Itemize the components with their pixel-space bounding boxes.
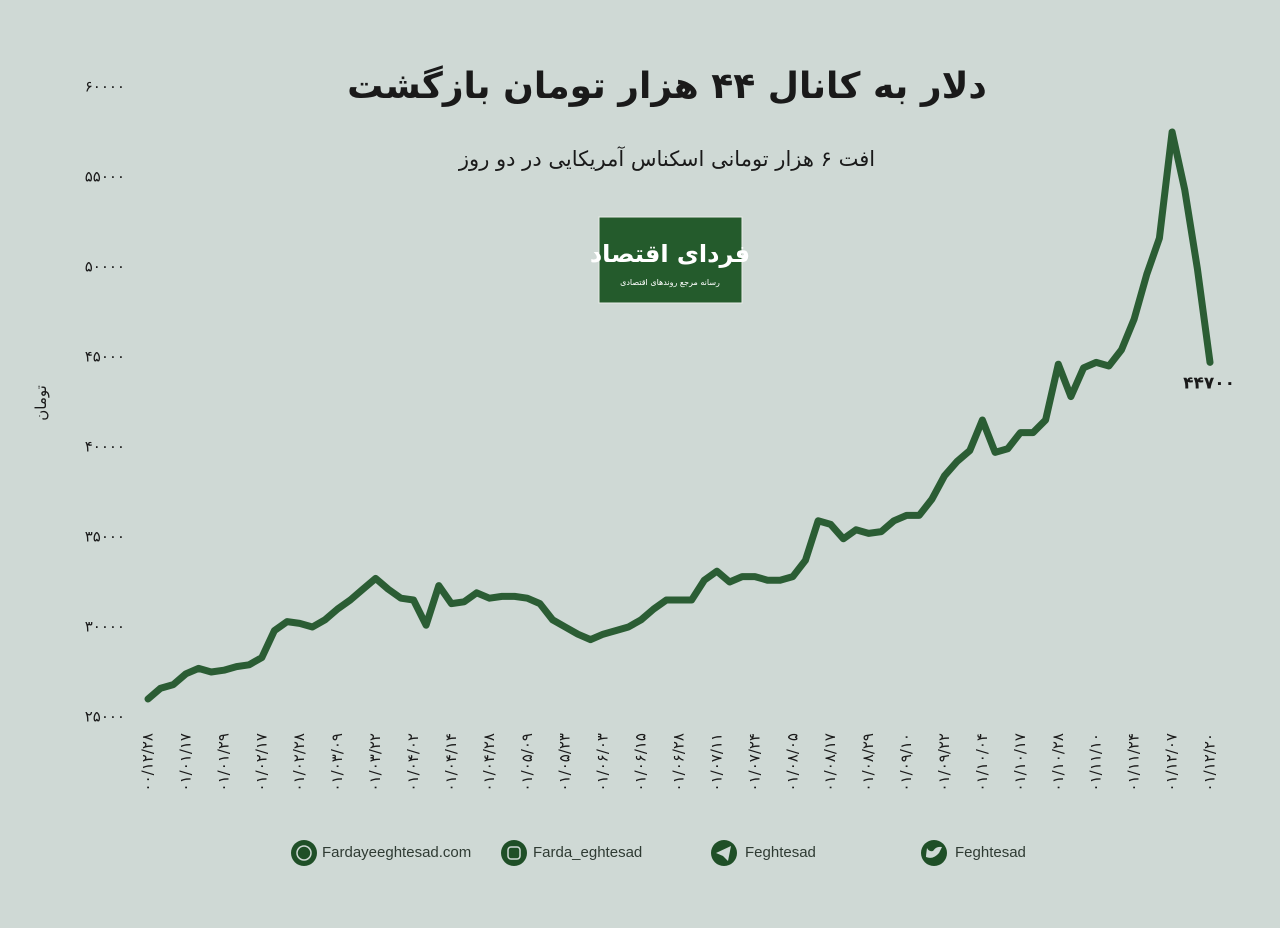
x-tick-label: ۰۱/۰۴/۱۴	[442, 733, 460, 791]
x-tick-label: ۰۱/۱۱/۲۴	[1125, 733, 1143, 791]
x-tick-label: ۰۱/۰۱/۱۷	[176, 733, 194, 791]
x-tick-label: ۰۰/۱۲/۲۸	[139, 733, 157, 791]
x-tick-label: ۰۱/۰۷/۲۴	[745, 733, 763, 791]
x-tick-label: ۰۱/۰۹/۱۰	[897, 733, 915, 791]
icon-glyph	[507, 846, 521, 860]
x-tick-label: ۰۱/۰۳/۰۹	[328, 733, 346, 791]
x-tick-label: ۰۱/۰۳/۲۲	[366, 733, 384, 791]
chart-subtitle: افت ۶ هزار تومانی اسکناس آمریکایی در دو …	[458, 146, 875, 171]
x-tick-label: ۰۱/۰۴/۰۲	[404, 733, 422, 791]
x-tick-label: ۰۱/۱۰/۲۸	[1049, 733, 1067, 791]
footer-link[interactable]: Feghtesad	[745, 844, 816, 861]
line	[144, 128, 1214, 703]
y-tick-label: ۴۰۰۰۰	[85, 438, 125, 456]
icon-instagram	[501, 840, 527, 866]
y-tick-label: ۴۵۰۰۰	[85, 348, 125, 366]
logo-tagline: رسانه مرجع روندهای اقتصادی	[620, 278, 720, 287]
x-tick-label: ۰۱/۰۲/۲۸	[290, 733, 308, 791]
x-tick-label: ۰۱/۰۸/۰۵	[783, 733, 801, 791]
footer: Fardayeeghtesad.com Farda_eghtesad Feght…	[291, 840, 1026, 866]
x-tick-label: ۰۱/۰۵/۲۳	[556, 733, 574, 791]
x-tick-label: ۰۱/۰۶/۱۵	[632, 733, 650, 791]
footer-link[interactable]: Feghtesad	[955, 844, 1026, 861]
icon-glyph	[926, 846, 942, 858]
y-tick-label: ۵۰۰۰۰	[85, 258, 125, 276]
footer-link[interactable]: Farda_eghtesad	[533, 844, 642, 861]
logo-box	[598, 216, 743, 304]
data-label: ۴۴۷۰۰	[1183, 373, 1235, 393]
y-tick-label: ۵۵۰۰۰	[85, 168, 125, 186]
y-tick-label: ۳۰۰۰۰	[85, 618, 125, 636]
footer-link[interactable]: Fardayeeghtesad.com	[322, 844, 471, 861]
x-tick-label: ۰۱/۰۱/۲۹	[214, 733, 232, 791]
x-tick-label: ۰۱/۰۸/۲۹	[859, 733, 877, 791]
chart-title: دلار به کانال ۴۴ هزار تومان بازگشت	[347, 65, 987, 107]
x-tick-label: ۰۱/۱۲/۲۰	[1201, 733, 1219, 791]
x-tick-label: ۰۱/۱۰/۱۷	[1011, 733, 1029, 791]
x-tick-label: ۰۱/۰۶/۲۸	[670, 733, 688, 791]
y-axis-label: تومان	[32, 385, 50, 421]
logo: فردای اقتصاد رسانه مرجع روندهای اقتصادی	[590, 216, 750, 304]
x-tick-label: ۰۱/۰۹/۲۲	[935, 733, 953, 791]
x-tick-label: ۰۱/۰۲/۱۷	[252, 733, 270, 791]
icon-glyph	[716, 846, 731, 861]
y-tick-label: ۲۵۰۰۰	[85, 708, 125, 726]
x-tick-label: ۰۱/۱۱/۱۰	[1087, 733, 1105, 791]
x-tick-label: ۰۱/۰۷/۱۱	[707, 733, 725, 791]
x-tick-label: ۰۱/۰۸/۱۷	[821, 733, 839, 791]
x-tick-label: ۰۱/۰۵/۰۹	[518, 733, 536, 791]
y-tick-label: ۳۵۰۰۰	[85, 528, 125, 546]
x-tick-label: ۰۱/۱۲/۰۷	[1163, 733, 1181, 791]
icon-glyph	[296, 845, 312, 861]
icon-web	[291, 840, 317, 866]
x-tick-label: ۰۱/۱۰/۰۴	[973, 733, 991, 791]
x-tick-label: ۰۱/۰۴/۲۸	[480, 733, 498, 791]
x-tick-label: ۰۱/۰۶/۰۳	[594, 733, 612, 791]
y-tick-label: ۶۰۰۰۰	[85, 78, 125, 96]
logo-name: فردای اقتصاد	[590, 240, 750, 268]
